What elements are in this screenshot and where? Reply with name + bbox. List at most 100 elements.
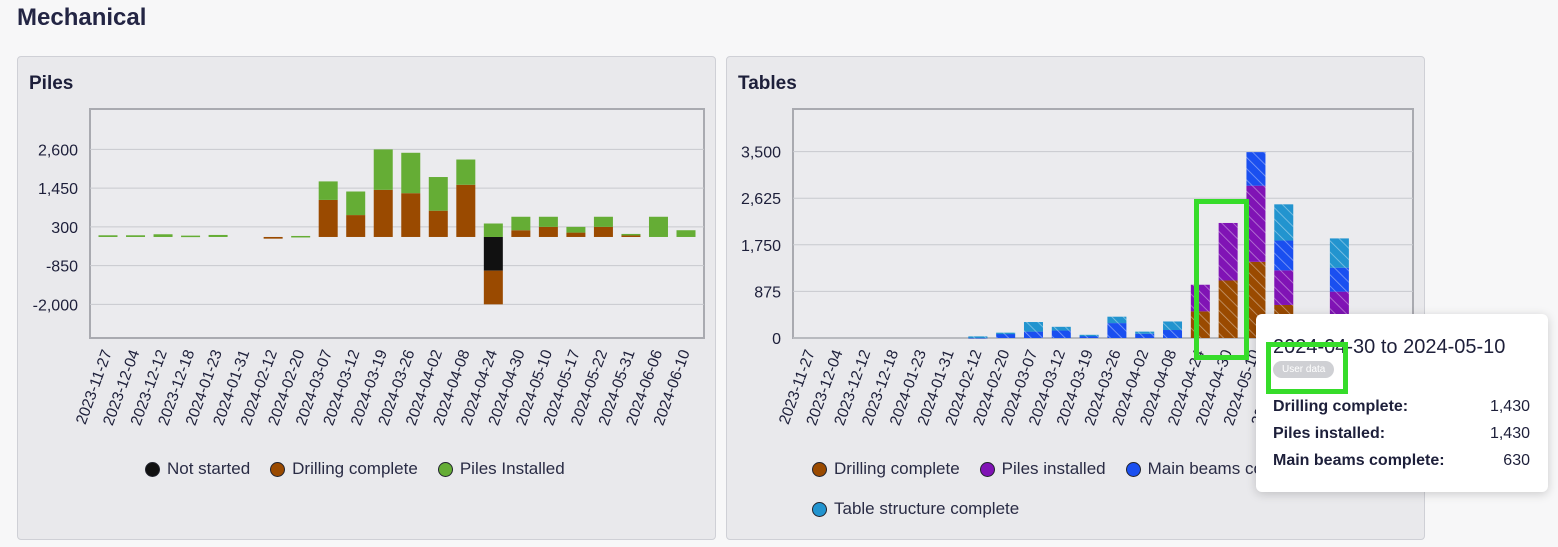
bar-segment[interactable]: [401, 152, 421, 194]
bar-hatch: [1107, 323, 1127, 338]
bar-segment[interactable]: [181, 235, 201, 238]
bar-segment[interactable]: [208, 234, 228, 237]
bar-segment[interactable]: [511, 230, 531, 237]
bar-segment[interactable]: [483, 236, 503, 271]
bar-hatch: [1135, 331, 1155, 334]
bar-hatch: [1163, 321, 1183, 331]
tooltip-row-label: Main beams complete:: [1273, 452, 1445, 469]
bar-segment[interactable]: [98, 235, 118, 237]
legend-item[interactable]: Drilling complete: [270, 459, 418, 479]
bar-segment[interactable]: [126, 235, 146, 237]
bar-hatch: [1274, 240, 1294, 271]
legend-label: Not started: [167, 459, 251, 478]
bar-hatch: [968, 336, 988, 338]
highlight-box-badge: [1266, 342, 1348, 394]
bar-hatch: [1079, 334, 1099, 337]
plot-area: [792, 108, 1414, 339]
y-tick-label: 875: [754, 284, 781, 301]
bar-hatch: [1051, 330, 1071, 338]
bar-segment[interactable]: [511, 216, 531, 231]
tooltip-row-beams: Main beams complete: 630: [1273, 452, 1530, 470]
bar-segment[interactable]: [538, 216, 558, 227]
bar-hatch: [1023, 331, 1043, 338]
bar-segment[interactable]: [538, 226, 558, 237]
legend-item[interactable]: Table structure complete: [812, 499, 1019, 519]
bar-segment[interactable]: [373, 149, 393, 190]
legend-swatch: [437, 461, 453, 477]
bar-hatch: [1274, 204, 1294, 241]
bar-segment[interactable]: [318, 181, 338, 200]
highlight-box-bar: [1194, 199, 1249, 360]
legend-swatch: [812, 461, 827, 477]
bar-hatch: [1329, 267, 1349, 292]
bar-segment[interactable]: [346, 215, 366, 237]
legend-swatch: [270, 461, 286, 477]
bar-hatch: [1218, 280, 1238, 338]
tooltip-row-label: Piles installed:: [1273, 425, 1386, 442]
chart-tooltip: 2024-04-30 to 2024-05-10 User data Drill…: [1256, 314, 1548, 492]
bar-segment[interactable]: [401, 193, 421, 237]
y-tick-label: 3,500: [741, 145, 781, 162]
bar-segment[interactable]: [318, 199, 338, 237]
bar-segment[interactable]: [621, 233, 641, 236]
bar-segment[interactable]: [676, 230, 696, 237]
bar-hatch: [1329, 238, 1349, 268]
tooltip-row-value: 1,430: [1489, 398, 1530, 415]
tooltip-row-label: Drilling complete:: [1273, 398, 1409, 415]
y-tick-label: 1,450: [38, 181, 78, 198]
legend-item[interactable]: Piles installed: [979, 459, 1106, 479]
legend-swatch: [1125, 461, 1141, 477]
bar-hatch: [1329, 291, 1349, 321]
tables-card: Tables 3,500 2,625 1,750 875 0 2023-11-27 2023…: [726, 56, 1425, 540]
bar-segment[interactable]: [648, 216, 668, 237]
bar-segment[interactable]: [291, 235, 311, 238]
bar-segment[interactable]: [593, 226, 613, 237]
bar-segment[interactable]: [428, 177, 448, 211]
bar-segment[interactable]: [566, 226, 586, 233]
legend-item[interactable]: Not started: [145, 459, 250, 479]
bar-segment[interactable]: [566, 232, 586, 237]
tooltip-title: 2024-04-30 to 2024-05-10: [1273, 336, 1506, 358]
bar-segment[interactable]: [621, 235, 641, 237]
page-title: Mechanical: [17, 4, 147, 31]
bar-hatch: [1051, 326, 1071, 331]
bar-segment[interactable]: [428, 210, 448, 237]
bar-hatch: [1274, 270, 1294, 305]
legend-label: Piles Installed: [459, 459, 565, 478]
y-tick-label: -2,000: [33, 297, 78, 314]
bar-hatch: [996, 333, 1016, 338]
y-tick-label: 1,750: [741, 238, 781, 255]
bar-hatch: [1218, 222, 1238, 281]
bar-segment[interactable]: [346, 191, 366, 216]
bar-hatch: [1163, 330, 1183, 338]
legend-swatch: [145, 461, 160, 477]
tooltip-row-value: 1,430: [1489, 425, 1530, 442]
legend-swatch: [979, 461, 995, 477]
bar-hatch: [1023, 322, 1043, 332]
y-tick-label: 0: [772, 331, 781, 348]
bar-segment[interactable]: [153, 234, 173, 237]
bar-hatch: [1107, 316, 1127, 324]
bar-segment[interactable]: [373, 189, 393, 237]
tooltip-row-piles: Piles installed: 1,430: [1273, 425, 1530, 443]
legend-label: Drilling complete: [292, 459, 418, 478]
legend-label: Piles installed: [1001, 459, 1106, 478]
piles-chart-title: Piles: [29, 73, 74, 94]
bar-hatch: [1079, 335, 1099, 338]
bar-hatch: [1246, 152, 1266, 186]
piles-card: Piles 2,600 1,450 300 -850 -2,000 2023-11-27 2…: [17, 56, 716, 540]
legend-item[interactable]: Piles Installed: [437, 459, 565, 479]
bar-segment[interactable]: [593, 216, 613, 227]
bar-segment[interactable]: [456, 184, 476, 237]
piles-legend: Not started Drilling complete Piles Instal…: [145, 459, 585, 479]
bar-segment[interactable]: [483, 270, 503, 305]
piles-chart: 2,6001,450300-850-2,0002023-11-272023-12…: [33, 108, 705, 428]
legend-item[interactable]: Drilling complete: [812, 459, 960, 479]
bar-segment[interactable]: [263, 236, 283, 239]
tables-chart-title: Tables: [738, 73, 797, 94]
y-tick-label: -850: [46, 259, 78, 276]
tooltip-badge: User data: [1273, 361, 1335, 378]
bar-segment[interactable]: [483, 223, 503, 237]
bar-segment[interactable]: [456, 159, 476, 185]
legend-swatch: [812, 501, 827, 517]
